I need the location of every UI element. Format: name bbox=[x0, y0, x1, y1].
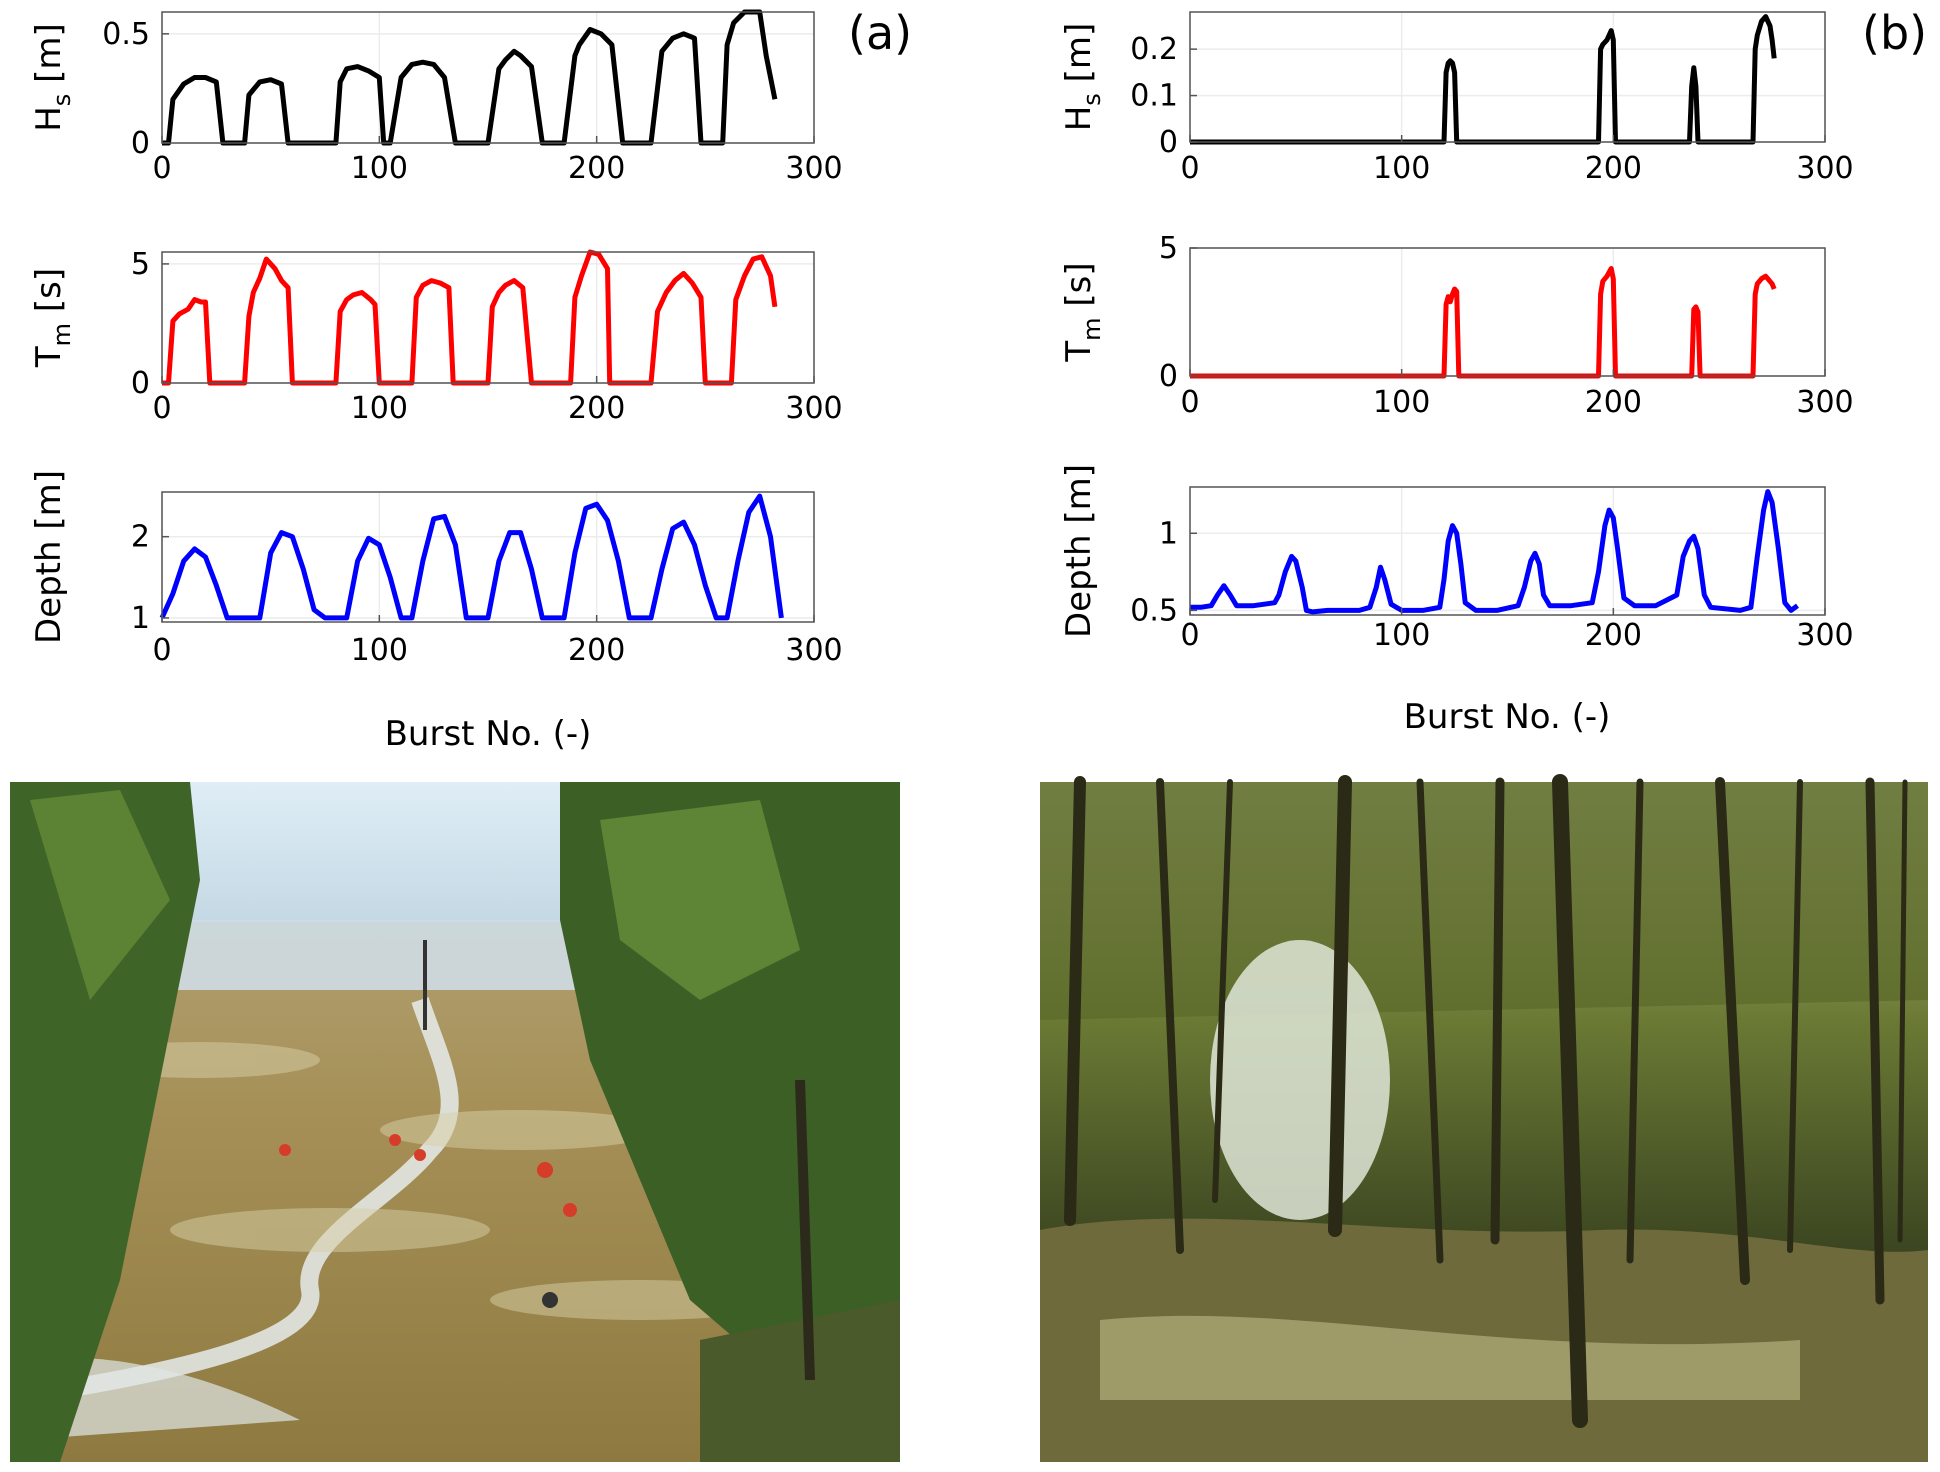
panel-label-b: (b) bbox=[1862, 6, 1928, 60]
y-axis-label: Hs [m] bbox=[29, 23, 76, 132]
series-line bbox=[1190, 14, 1777, 145]
x-tick-label: 100 bbox=[1373, 618, 1430, 653]
x-tick-label: 0 bbox=[152, 391, 171, 426]
y-tick-label: 1 bbox=[1159, 516, 1178, 551]
x-tick-label: 300 bbox=[1796, 618, 1853, 653]
x-tick-label: 200 bbox=[568, 633, 625, 668]
subplot-3: 0 100 200 300 1 2 Depth [m] bbox=[29, 470, 843, 668]
mudflat-photo bbox=[10, 782, 900, 1462]
x-tick-label: 200 bbox=[1585, 618, 1642, 653]
subplot-5: 0 100 200 300 0 5 Tm [s] bbox=[1059, 231, 1854, 420]
x-tick-label: 300 bbox=[785, 633, 842, 668]
y-tick-label: 0 bbox=[1159, 359, 1178, 394]
x-tick-label: 200 bbox=[1585, 151, 1642, 186]
subplot-4: 0 100 200 300 0 0.1 0.2 Hs [m] bbox=[1059, 11, 1854, 186]
x-tick-label: 100 bbox=[351, 151, 408, 186]
x-tick-label: 100 bbox=[351, 633, 408, 668]
y-tick-label: 0.2 bbox=[1130, 32, 1178, 67]
subplot-6: 0 100 200 300 0.5 1 Depth [m] bbox=[1059, 464, 1854, 653]
x-tick-label: 100 bbox=[1373, 385, 1430, 420]
x-tick-label: 0 bbox=[1180, 618, 1199, 653]
axes-box bbox=[1189, 11, 1826, 143]
x-axis-title-b: Burst No. (-) bbox=[1404, 697, 1611, 737]
subplot-1: 0 100 200 300 0 0.5 Hs [m] bbox=[29, 9, 843, 186]
subplot-2: 0 100 200 300 0 5 Tm [s] bbox=[29, 247, 843, 426]
y-tick-label: 5 bbox=[131, 247, 150, 282]
series-line bbox=[1190, 266, 1777, 379]
x-axis-title-a: Burst No. (-) bbox=[385, 714, 592, 754]
axes-box bbox=[161, 251, 815, 384]
y-axis-label: Hs [m] bbox=[1059, 23, 1106, 132]
y-tick-label: 0 bbox=[131, 126, 150, 161]
x-tick-label: 200 bbox=[568, 391, 625, 426]
y-tick-label: 1 bbox=[131, 601, 150, 636]
y-tick-label: 0 bbox=[131, 366, 150, 401]
x-tick-label: 200 bbox=[568, 151, 625, 186]
y-axis-label: Depth [m] bbox=[1059, 464, 1099, 638]
panel-label-a: (a) bbox=[848, 6, 913, 60]
x-tick-label: 300 bbox=[1796, 151, 1853, 186]
y-tick-label: 0.5 bbox=[102, 17, 150, 52]
axes-box bbox=[1189, 486, 1826, 616]
axes-box bbox=[161, 491, 815, 623]
mangrove-forest-photo bbox=[1040, 774, 1928, 1462]
x-tick-label: 0 bbox=[152, 633, 171, 668]
y-tick-label: 2 bbox=[131, 520, 150, 555]
x-tick-label: 0 bbox=[1180, 385, 1199, 420]
y-tick-label: 5 bbox=[1159, 231, 1178, 266]
series-line bbox=[162, 9, 778, 146]
x-tick-label: 0 bbox=[1180, 151, 1199, 186]
y-axis-label: Tm [s] bbox=[1059, 262, 1106, 362]
series-line bbox=[162, 249, 778, 386]
x-tick-label: 300 bbox=[785, 391, 842, 426]
x-tick-label: 100 bbox=[351, 391, 408, 426]
series-line bbox=[159, 493, 784, 621]
axes-box bbox=[1189, 247, 1826, 377]
y-tick-label: 0.5 bbox=[1130, 593, 1178, 628]
series-line bbox=[1190, 489, 1799, 615]
x-tick-label: 100 bbox=[1373, 151, 1430, 186]
x-tick-label: 0 bbox=[152, 151, 171, 186]
x-tick-label: 300 bbox=[1796, 385, 1853, 420]
axes-box bbox=[161, 11, 815, 144]
y-tick-label: 0.1 bbox=[1130, 79, 1178, 114]
y-tick-label: 0 bbox=[1159, 125, 1178, 160]
y-axis-label: Tm [s] bbox=[29, 268, 76, 368]
x-tick-label: 200 bbox=[1585, 385, 1642, 420]
y-axis-label: Depth [m] bbox=[29, 470, 69, 644]
x-tick-label: 300 bbox=[785, 151, 842, 186]
